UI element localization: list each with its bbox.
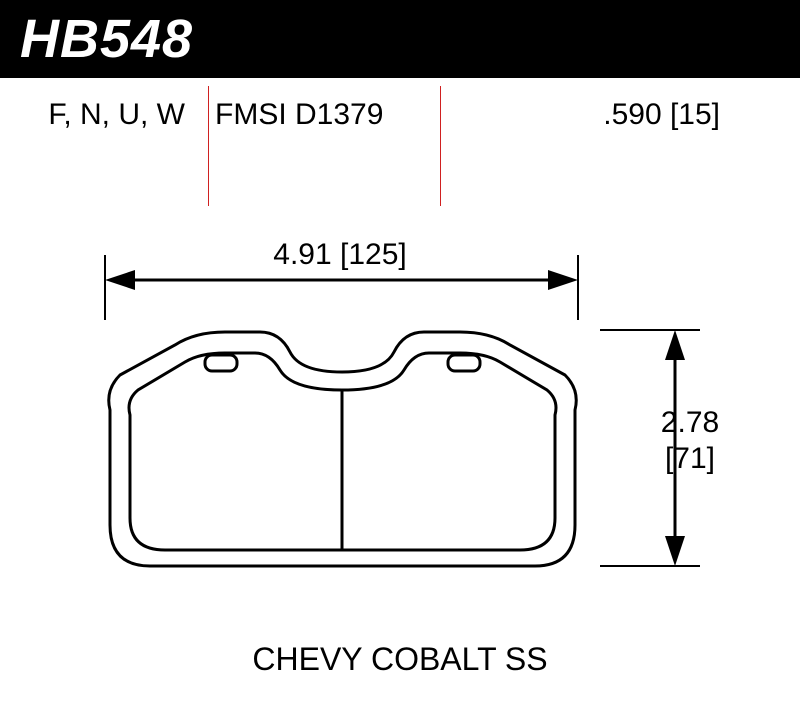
height-dimension-arrow bbox=[600, 330, 700, 566]
brake-pad-outline bbox=[109, 332, 577, 566]
width-dimension-arrow bbox=[105, 255, 578, 320]
brake-pad-diagram bbox=[0, 0, 800, 703]
application-label: CHEVY COBALT SS bbox=[0, 641, 800, 678]
